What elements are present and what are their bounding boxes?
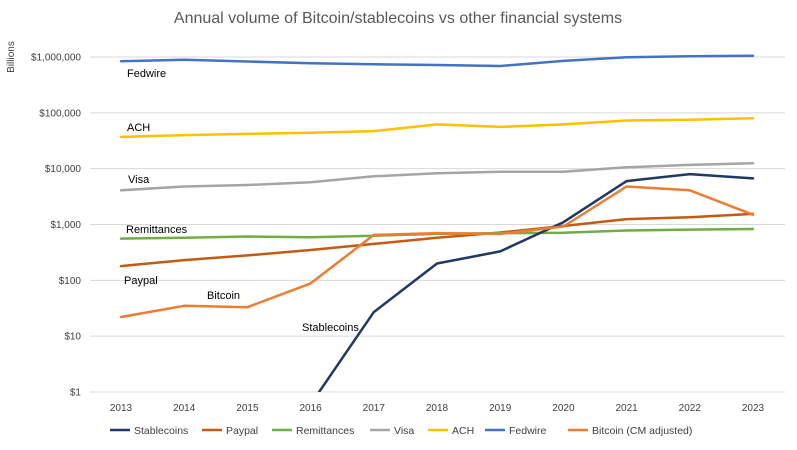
annotation-stablecoins: Stablecoins [302,322,359,334]
y-tick-label: $10,000 [45,164,82,175]
legend-label-bitcoin-cm-adjusted: Bitcoin (CM adjusted) [592,425,692,437]
series-line-fedwire [119,54,755,68]
x-tick-label: 2020 [552,403,575,414]
annotation-fedwire: Fedwire [127,68,166,80]
x-tick-label: 2018 [426,403,449,414]
annotation-bitcoin: Bitcoin [207,290,240,302]
x-axis-ticks: 2013 2014 2015 2016 2017 2018 2019 2020 2021 2022… [110,403,765,414]
series-lines [119,54,755,392]
chart-title: Annual volume of Bitcoin/stablecoins vs … [174,10,622,27]
y-axis-label: Billions [6,41,17,73]
x-tick-label: 2022 [679,403,702,414]
annotation-ach: ACH [127,122,150,134]
legend-label-fedwire: Fedwire [509,425,547,437]
legend-label-ach: ACH [452,425,474,437]
x-tick-label: 2014 [173,403,196,414]
x-tick-label: 2017 [363,403,386,414]
y-tick-label: $10 [64,332,81,343]
series-line-stablecoins [317,172,755,392]
x-tick-label: 2023 [742,403,765,414]
y-tick-label: $1 [70,388,82,399]
x-tick-label: 2021 [615,403,638,414]
legend-label-remittances: Remittances [296,425,354,437]
legend-label-visa: Visa [394,425,414,437]
legend-label-stablecoins: Stablecoins [134,425,188,437]
series-line-paypal [119,212,755,268]
annotation-visa: Visa [128,174,150,186]
y-tick-label: $100 [59,276,82,287]
annotation-remittances: Remittances [126,224,188,236]
x-tick-label: 2019 [489,403,512,414]
series-annotations: Fedwire ACH Visa Remittances Paypal Bitcoin St… [124,68,359,334]
annotation-paypal: Paypal [124,275,158,287]
series-line-ach [119,116,755,139]
y-tick-label: $1,000,000 [31,53,81,64]
gridlines [90,56,785,393]
x-tick-label: 2016 [299,403,322,414]
y-tick-label: $1,000 [50,220,81,231]
legend-label-paypal: Paypal [226,425,258,437]
x-tick-label: 2015 [236,403,259,414]
y-axis-ticks: $1 $10 $100 $1,000 $10,000 $100,000 $1,000,000 [31,53,81,399]
series-line-visa [119,162,755,192]
y-tick-label: $100,000 [39,108,81,119]
legend: Stablecoins Paypal Remittances Visa ACH Fedwi… [110,425,692,437]
series-line-bitcoin-cm-adjusted [119,185,755,319]
x-tick-label: 2013 [110,403,133,414]
